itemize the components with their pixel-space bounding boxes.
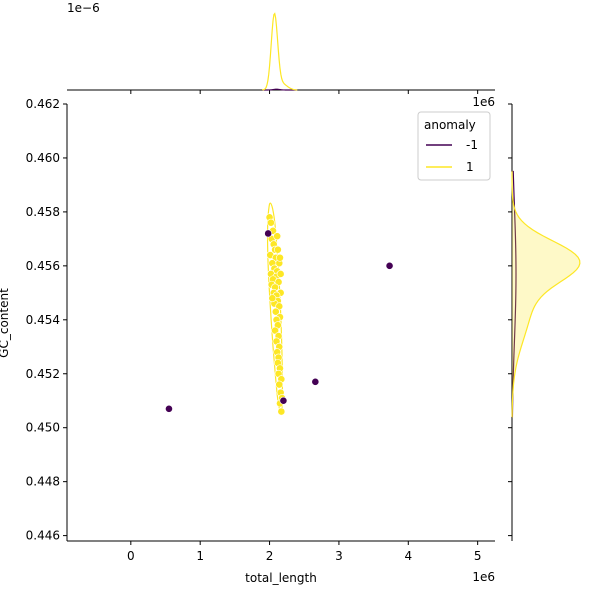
- top-marginal-plot: [67, 12, 495, 94]
- scatter-point-anomaly-1: [271, 326, 280, 335]
- scatter-point-anomaly-1: [277, 407, 286, 416]
- scatter-point-anomaly-1: [271, 307, 280, 316]
- scatter-point-anomaly-neg1: [279, 396, 288, 405]
- x-tick-label: 4: [404, 549, 412, 563]
- x-tick-label: 3: [335, 549, 343, 563]
- right-marginal-offset-label: 1e6: [472, 95, 495, 109]
- scatter-point-anomaly-1: [276, 270, 285, 278]
- legend: anomaly -1 1: [417, 111, 491, 181]
- legend-title: anomaly: [424, 118, 476, 132]
- top-marginal-density-anomaly-1: [262, 12, 298, 91]
- x-axis-label: total_length: [245, 571, 317, 585]
- scatter-point-anomaly-1: [275, 380, 284, 389]
- legend-box: [417, 111, 491, 181]
- right-marginal-density-anomaly-neg1: [511, 170, 517, 418]
- y-tick-label: 0.458: [26, 205, 60, 219]
- y-tick-label: 0.456: [26, 259, 60, 273]
- scatter-point-anomaly-1: [274, 278, 283, 286]
- scatter-point-anomaly-neg1: [264, 229, 273, 238]
- x-tick-label: 5: [474, 549, 482, 563]
- top-marginal-offset-label: 1e−6: [67, 1, 100, 15]
- scatter-point-anomaly-neg1: [165, 404, 173, 413]
- y-tick-label: 0.460: [26, 151, 60, 165]
- scatter-point-anomaly-neg1: [385, 261, 394, 270]
- y-axis-label: GC_content: [0, 288, 11, 358]
- right-marginal-density-anomaly-1: [511, 170, 581, 418]
- scatter-point-anomaly-1: [267, 218, 275, 227]
- right-marginal-plot: [508, 103, 581, 541]
- y-tick-label: 0.454: [26, 313, 60, 327]
- x-tick-label: 1: [196, 549, 204, 563]
- y-tick-label: 0.448: [26, 475, 60, 489]
- scatter-point-anomaly-1: [275, 302, 284, 311]
- y-tick-label: 0.462: [26, 97, 60, 111]
- legend-label-anomaly-1: 1: [466, 160, 474, 174]
- x-tick-label: 2: [266, 549, 274, 563]
- top-marginal-density-anomaly-neg1: [262, 88, 298, 91]
- scatter-point-anomaly-1: [268, 294, 277, 303]
- x-tick-label: 0: [127, 549, 135, 563]
- legend-label-anomaly-neg1: -1: [466, 138, 478, 152]
- scatter-point-anomaly-1: [273, 245, 282, 254]
- scatter-point-anomaly-1: [273, 232, 282, 241]
- scatter-point-anomaly-1: [276, 253, 284, 262]
- y-tick-label: 0.446: [26, 529, 60, 543]
- x-axis-offset-label: 1e6: [472, 570, 495, 584]
- main-scatter-plot: 0 1 2 3 4 5 0.446 0.448 0.450 0.452 0.454 0.456 0.45…: [26, 97, 495, 563]
- y-tick-label: 0.452: [26, 367, 60, 381]
- y-tick-label: 0.450: [26, 421, 60, 435]
- scatter-point-anomaly-neg1: [311, 377, 320, 386]
- right-marginal-density-fill-anomaly-1: [512, 171, 580, 417]
